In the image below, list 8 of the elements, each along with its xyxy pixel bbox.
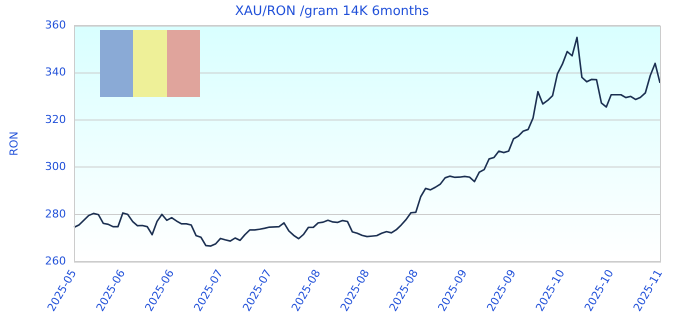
y-tick-label: 360 xyxy=(45,18,66,32)
y-tick-label: 280 xyxy=(45,207,66,220)
y-tick-label: 260 xyxy=(45,254,66,268)
y-tick-label: 340 xyxy=(45,66,66,79)
y-axis-title: RON xyxy=(7,131,20,156)
y-tick-label: 320 xyxy=(45,112,66,126)
y-tick-label: 300 xyxy=(45,160,66,174)
chart-title: XAU/RON /gram 14K 6months xyxy=(235,4,430,20)
